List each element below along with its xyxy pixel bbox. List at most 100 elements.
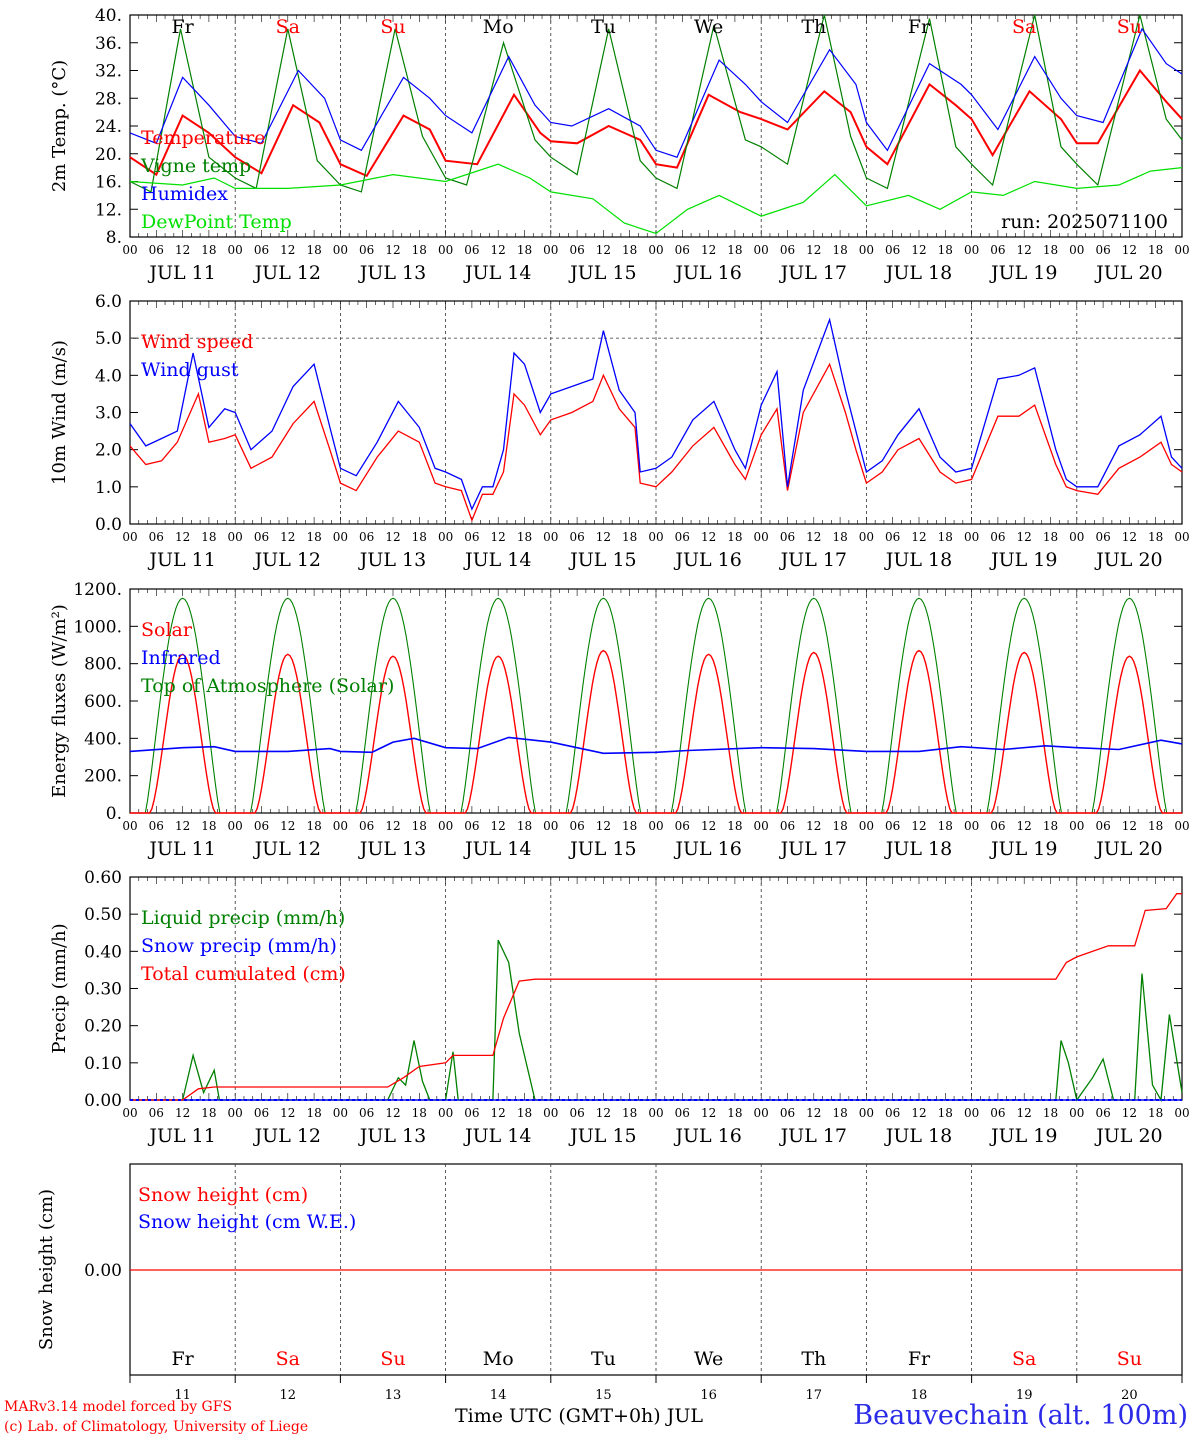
date-label: JUL 11	[147, 549, 215, 571]
date-label: JUL 14	[463, 1125, 531, 1147]
hour-tick-label: 18	[1148, 243, 1163, 257]
date-label: JUL 16	[673, 838, 741, 860]
y-tick-label: 6.0	[95, 292, 122, 312]
hour-tick-label: 12	[806, 243, 821, 257]
date-label: JUL 20	[1094, 262, 1162, 284]
hour-tick-label: 00	[122, 243, 137, 257]
hour-tick-label: 06	[675, 530, 690, 544]
hour-tick-label: 18	[201, 243, 216, 257]
hour-tick-label: 00	[122, 530, 137, 544]
hour-tick-label: 12	[596, 243, 611, 257]
series-line	[129, 736, 1183, 755]
hour-tick-label: 18	[517, 530, 532, 544]
date-label: JUL 19	[989, 262, 1057, 284]
series-line	[129, 163, 1183, 235]
hour-tick-label: 00	[648, 1106, 663, 1120]
hour-tick-label: 00	[859, 819, 874, 833]
date-label: JUL 18	[884, 1125, 952, 1147]
series-line	[130, 893, 1182, 1101]
weekday-label: Su	[1117, 1348, 1142, 1370]
hour-tick-label: 18	[832, 1106, 847, 1120]
y-tick-label: 600.	[84, 692, 122, 712]
hour-tick-label: 12	[701, 243, 716, 257]
weekday-label: Mo	[483, 1348, 514, 1370]
y-tick-label: 0.00	[84, 1261, 122, 1281]
hour-tick-label: 12	[596, 819, 611, 833]
hour-tick-label: 06	[149, 243, 164, 257]
hour-tick-label: 06	[675, 1106, 690, 1120]
hour-tick-label: 00	[754, 530, 769, 544]
hour-tick-label: 00	[122, 1106, 137, 1120]
legend-entry: Liquid precip (mm/h)	[141, 907, 345, 929]
date-label: JUL 18	[884, 838, 952, 860]
hour-tick-label: 00	[228, 243, 243, 257]
hour-tick-label: 06	[780, 530, 795, 544]
legend-entry: Snow height (cm W.E.)	[138, 1211, 356, 1233]
date-label: JUL 16	[673, 549, 741, 571]
weekday-label: Su	[380, 16, 405, 38]
hour-tick-label: 06	[464, 1106, 479, 1120]
date-label: JUL 15	[568, 549, 636, 571]
hour-tick-label: 12	[175, 1106, 190, 1120]
hour-tick-label: 06	[149, 819, 164, 833]
y-tick-label: 0.00	[84, 1091, 122, 1111]
weekday-label: Sa	[276, 16, 300, 38]
date-label: JUL 13	[358, 262, 426, 284]
hour-tick-label: 18	[412, 243, 427, 257]
hour-tick-label: 06	[885, 530, 900, 544]
series-line	[129, 362, 1183, 523]
y-tick-label: 0.30	[84, 980, 122, 1000]
hour-tick-label: 06	[1095, 243, 1110, 257]
hour-tick-label: 06	[254, 530, 269, 544]
hour-tick-label: 12	[385, 243, 400, 257]
hour-tick-label: 12	[491, 819, 506, 833]
series-line	[129, 317, 1183, 511]
legend-entry: Wind gust	[141, 359, 239, 381]
model-credit: MARv3.14 model forced by GFS	[4, 1399, 233, 1415]
weekday-label: Mo	[483, 16, 514, 38]
hour-tick-label: 06	[569, 1106, 584, 1120]
y-tick-label: 1200.	[73, 580, 122, 600]
y-tick-label: 800.	[84, 655, 122, 675]
hour-tick-label: 12	[911, 530, 926, 544]
hour-tick-label: 18	[306, 530, 321, 544]
hour-tick-label: 06	[254, 243, 269, 257]
hour-tick-label: 12	[1122, 1106, 1137, 1120]
date-label: JUL 15	[568, 838, 636, 860]
weekday-label: Tu	[591, 1348, 616, 1370]
weekday-label: Sa	[1012, 1348, 1036, 1370]
hour-tick-label: 06	[885, 1106, 900, 1120]
hour-tick-label: 06	[780, 819, 795, 833]
hour-tick-label: 12	[280, 1106, 295, 1120]
weekday-label: Sa	[276, 1348, 300, 1370]
y-tick-label: 0.40	[84, 942, 122, 962]
hour-tick-label: 18	[1148, 1106, 1163, 1120]
hour-tick-label: 12	[911, 1106, 926, 1120]
hour-tick-label: 00	[754, 819, 769, 833]
hour-tick-label: 12	[491, 1106, 506, 1120]
hour-tick-label: 00	[333, 819, 348, 833]
weekday-label: Sa	[1012, 16, 1036, 38]
hour-tick-label: 18	[938, 819, 953, 833]
hour-tick-label: 18	[517, 819, 532, 833]
date-label: JUL 20	[1094, 1125, 1162, 1147]
hour-tick-label: 18	[832, 819, 847, 833]
hour-tick-label: 12	[385, 819, 400, 833]
hour-tick-label: 18	[306, 243, 321, 257]
date-label: JUL 12	[253, 1125, 321, 1147]
date-label: JUL 19	[989, 838, 1057, 860]
date-label: JUL 20	[1094, 549, 1162, 571]
hour-tick-label: 18	[1043, 243, 1058, 257]
hour-tick-label: 18	[412, 530, 427, 544]
hour-tick-label: 12	[385, 530, 400, 544]
hour-tick-label: 18	[622, 1106, 637, 1120]
hour-tick-label: 00	[1069, 819, 1084, 833]
hour-tick-label: 06	[464, 243, 479, 257]
hour-tick-label: 00	[543, 1106, 558, 1120]
legend-entry: Infrared	[141, 647, 221, 669]
y-tick-label: 4.0	[95, 366, 122, 386]
hour-tick-label: 18	[938, 1106, 953, 1120]
hour-tick-label: 06	[780, 243, 795, 257]
hour-tick-label: 00	[1069, 1106, 1084, 1120]
y-tick-label: 1000.	[73, 617, 122, 637]
